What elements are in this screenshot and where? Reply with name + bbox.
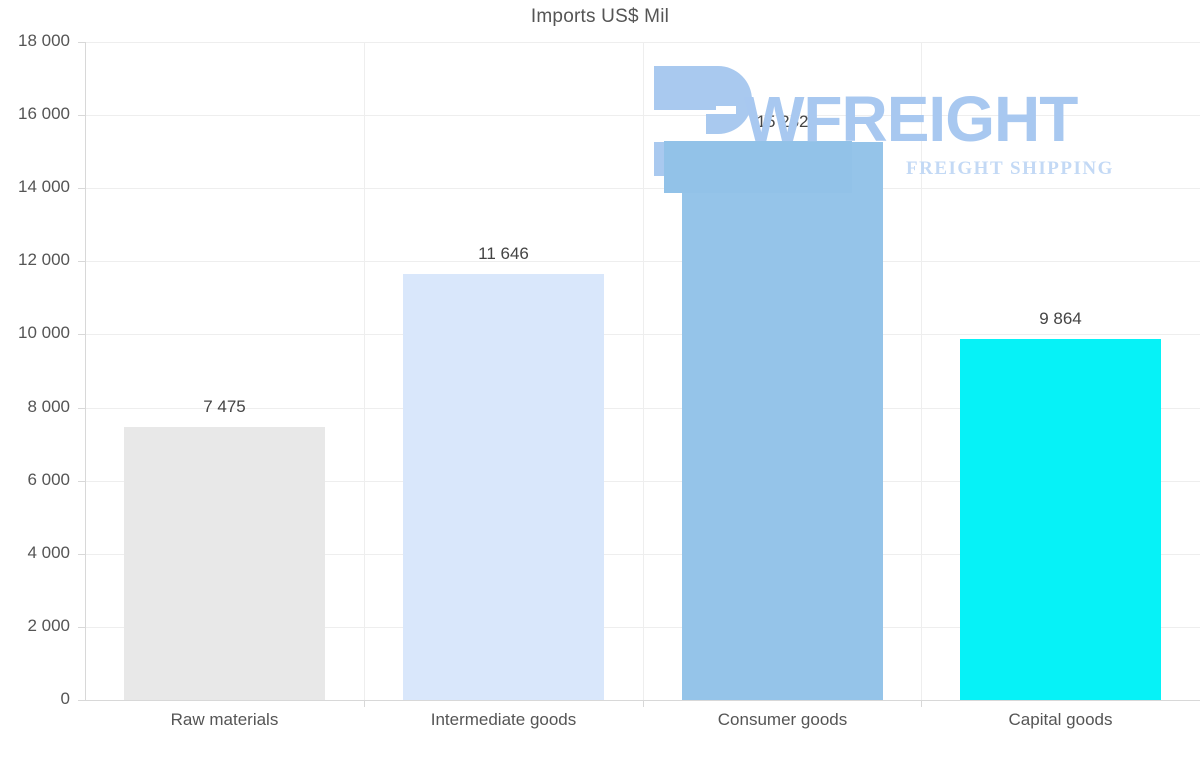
y-tick-mark [78,334,85,335]
y-tick-label: 16 000 [18,104,70,123]
bar-value-label: 11 646 [478,244,529,263]
bar-value-label: 7 475 [203,397,246,416]
bar[interactable] [682,142,883,700]
y-tick-label: 10 000 [18,323,70,342]
y-tick-mark [78,188,85,189]
bar-value-label: 9 864 [1039,309,1082,328]
gridline-horizontal [85,554,1200,555]
gridline-horizontal [85,481,1200,482]
x-tick-label: Consumer goods [717,710,848,729]
gridline-horizontal [85,334,1200,335]
y-tick-mark [78,261,85,262]
y-axis-line [85,42,86,701]
y-tick-mark [78,115,85,116]
x-tick-label: Raw materials [170,710,279,729]
gridline-horizontal [85,188,1200,189]
y-tick-label: 8 000 [27,397,70,416]
y-tick-mark [78,700,85,701]
gridline-vertical [643,42,644,700]
watermark-tagline: FREIGHT SHIPPING [906,158,1114,179]
gridline-horizontal [85,261,1200,262]
y-tick-mark [78,408,85,409]
y-tick-label: 2 000 [27,616,70,635]
x-axis-line [85,700,1200,701]
y-tick-label: 6 000 [27,470,70,489]
y-tick-label: 14 000 [18,177,70,196]
gridline-horizontal [85,115,1200,116]
bar[interactable] [124,427,325,700]
y-tick-label: 0 [60,689,70,708]
x-tick-mark [364,700,365,707]
y-tick-mark [78,554,85,555]
chart-title: Imports US$ Mil [530,6,670,27]
gridline-horizontal [85,627,1200,628]
y-tick-label: 4 000 [27,543,70,562]
y-tick-label: 12 000 [18,250,70,269]
x-tick-label: Capital goods [1008,710,1113,729]
bar-value-label: 15 252 [756,112,809,131]
bar[interactable] [960,339,1161,700]
gridline-vertical [921,42,922,700]
gridline-vertical [364,42,365,700]
gridline-horizontal [85,408,1200,409]
x-tick-mark [921,700,922,707]
x-tick-mark [643,700,644,707]
gridline-horizontal [85,42,1200,43]
y-tick-mark [78,481,85,482]
x-tick-label: Intermediate goods [430,710,577,729]
y-tick-label: 18 000 [18,31,70,50]
bar[interactable] [403,274,604,700]
y-tick-mark [78,627,85,628]
y-tick-mark [78,42,85,43]
